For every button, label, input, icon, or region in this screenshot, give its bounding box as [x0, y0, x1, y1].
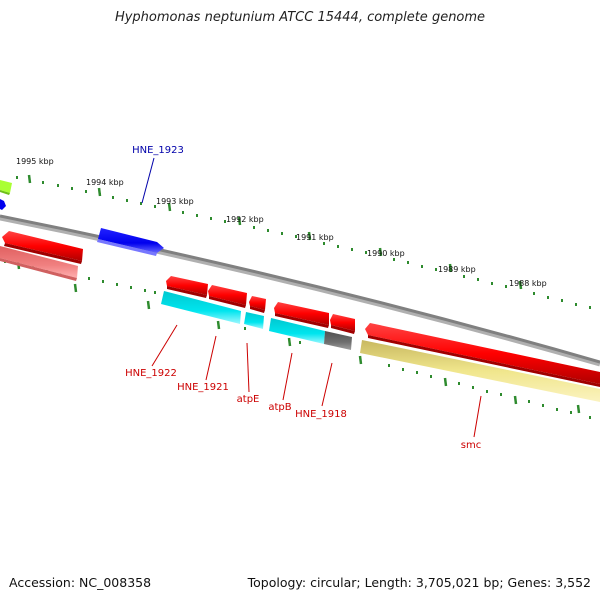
forward-gene-1[interactable] [166, 276, 208, 298]
scale-label: 1988 kbp [509, 279, 547, 288]
cds-hne-1921[interactable] [244, 312, 264, 329]
callout-atpb [282, 352, 293, 401]
callout-lines [141, 157, 482, 438]
scale-label: 1993 kbp [156, 197, 194, 206]
callout-smc [473, 395, 482, 438]
forward-gene-2[interactable] [208, 285, 247, 308]
scale-label: 1989 kbp [438, 265, 476, 274]
gene-hne-1923[interactable] [97, 228, 164, 256]
forward-gene-4[interactable] [274, 302, 329, 328]
cds-hne-1922[interactable] [161, 291, 241, 324]
scale-label: 1995 kbp [16, 157, 54, 166]
scale-label: 1994 kbp [86, 178, 124, 187]
upper-tick-ring [16, 174, 591, 309]
gene-label-hne-1922[interactable]: HNE_1922 [125, 368, 177, 379]
callout-hne-1922 [151, 324, 178, 367]
forward-gene-5[interactable] [330, 314, 355, 334]
partial-gene-top-left[interactable] [0, 180, 12, 195]
accession-footer: Accession: NC_008358 [9, 575, 152, 590]
backbone [0, 214, 600, 364]
partial-blue-gene-left[interactable] [0, 199, 6, 210]
scale-label: 1992 kbp [226, 215, 264, 224]
cds-atpb[interactable] [269, 318, 325, 344]
forward-gene-smc[interactable] [365, 323, 600, 387]
gene-label-hne-1923[interactable]: HNE_1923 [132, 145, 184, 156]
forward-gene-3[interactable] [249, 296, 266, 313]
cds-hne-1918[interactable] [324, 331, 352, 350]
reverse-gene-left[interactable] [0, 246, 78, 281]
backbone-shadow [0, 215, 600, 367]
callout-hne-1923 [141, 157, 155, 204]
gene-labels: HNE_1923 HNE_1922 HNE_1921 atpE atpB HNE… [125, 145, 481, 451]
scale-labels: 1995 kbp 1994 kbp 1993 kbp 1992 kbp 1991… [16, 157, 547, 288]
upper-minor-ticks [16, 176, 591, 309]
topology-footer: Topology: circular; Length: 3,705,021 bp… [247, 575, 591, 590]
scale-label: 1991 kbp [296, 233, 334, 242]
callout-atpe [246, 342, 250, 393]
scale-label: 1990 kbp [367, 249, 405, 258]
gene-label-atpb[interactable]: atpB [268, 402, 291, 413]
upper-major-ticks [27, 174, 523, 290]
cds-smc[interactable] [360, 340, 600, 402]
callout-hne-1918 [321, 362, 333, 407]
gene-label-smc[interactable]: smc [461, 440, 481, 451]
gene-label-hne-1918[interactable]: HNE_1918 [295, 409, 347, 420]
gene-label-atpe[interactable]: atpE [237, 394, 260, 405]
map-title: Hyphomonas neptunium ATCC 15444, complet… [114, 10, 486, 25]
callout-hne-1921 [205, 335, 217, 381]
forward-gene-left[interactable] [2, 231, 83, 264]
gene-label-hne-1921[interactable]: HNE_1921 [177, 382, 229, 393]
